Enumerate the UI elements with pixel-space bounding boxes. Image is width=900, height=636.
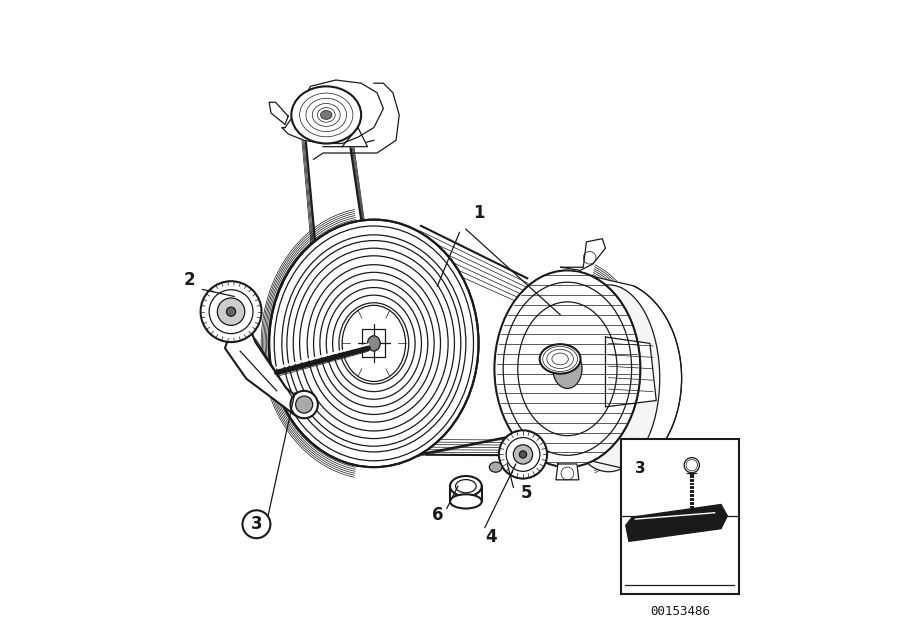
Circle shape — [506, 438, 540, 471]
Circle shape — [201, 281, 262, 342]
Polygon shape — [606, 337, 656, 407]
Polygon shape — [556, 464, 579, 480]
Ellipse shape — [450, 476, 482, 496]
Polygon shape — [269, 102, 288, 125]
Circle shape — [295, 396, 312, 413]
Polygon shape — [626, 504, 727, 541]
Circle shape — [684, 457, 699, 473]
Ellipse shape — [292, 86, 361, 144]
Ellipse shape — [553, 349, 582, 389]
Circle shape — [242, 510, 270, 538]
Polygon shape — [342, 128, 367, 147]
Circle shape — [209, 290, 253, 334]
Ellipse shape — [450, 494, 482, 509]
Ellipse shape — [494, 270, 641, 467]
Polygon shape — [450, 486, 482, 501]
Text: 4: 4 — [485, 528, 497, 546]
Text: 5: 5 — [520, 483, 532, 502]
Polygon shape — [592, 276, 681, 471]
Ellipse shape — [269, 219, 479, 467]
Circle shape — [499, 431, 547, 478]
Circle shape — [227, 307, 236, 316]
Ellipse shape — [342, 305, 406, 382]
Ellipse shape — [540, 344, 580, 374]
Bar — [621, 439, 739, 594]
Text: 2: 2 — [184, 271, 195, 289]
Polygon shape — [363, 329, 385, 357]
Ellipse shape — [490, 462, 502, 472]
Ellipse shape — [367, 336, 380, 351]
Polygon shape — [282, 80, 383, 144]
Circle shape — [513, 445, 533, 464]
Polygon shape — [225, 327, 304, 415]
Ellipse shape — [558, 285, 660, 472]
Text: 6: 6 — [432, 506, 443, 523]
Ellipse shape — [320, 111, 332, 120]
Circle shape — [218, 298, 245, 326]
Circle shape — [519, 451, 526, 458]
Text: 1: 1 — [472, 204, 484, 223]
Text: 3: 3 — [635, 460, 646, 476]
Circle shape — [291, 391, 318, 418]
Text: 3: 3 — [250, 515, 262, 533]
Polygon shape — [561, 238, 606, 270]
Text: 00153486: 00153486 — [650, 605, 710, 618]
